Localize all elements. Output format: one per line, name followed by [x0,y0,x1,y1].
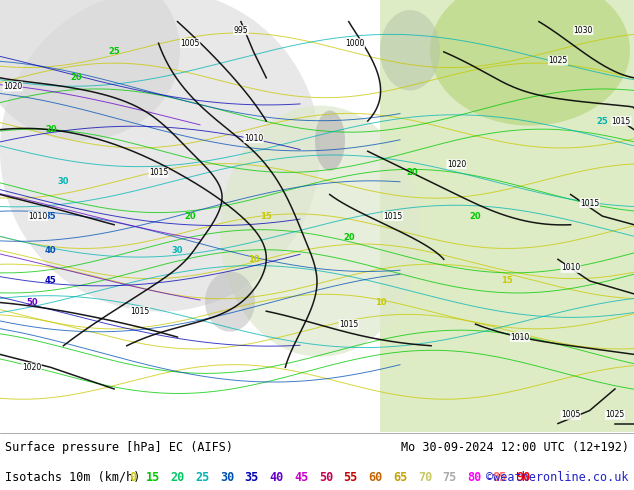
Text: 20: 20 [470,212,481,220]
Text: 90: 90 [517,471,531,484]
Text: 35: 35 [45,212,56,220]
Text: 40: 40 [45,246,56,255]
Text: 25: 25 [597,117,608,125]
Text: 1010: 1010 [29,212,48,220]
Text: Surface pressure [hPa] EC (AIFS): Surface pressure [hPa] EC (AIFS) [5,441,233,454]
Text: 20: 20 [406,169,418,177]
Text: 45: 45 [294,471,308,484]
Text: 25: 25 [108,48,120,56]
Text: 20: 20 [343,233,354,242]
Text: 45: 45 [45,276,56,285]
Text: 20: 20 [70,74,82,82]
Text: 1020: 1020 [447,160,466,169]
Ellipse shape [315,111,345,171]
Ellipse shape [380,10,440,91]
Text: 1005: 1005 [561,411,580,419]
Text: 10: 10 [248,255,259,264]
Text: 1030: 1030 [574,26,593,35]
Text: 1020: 1020 [3,82,22,91]
Bar [380,0,634,432]
Text: ©weatheronline.co.uk: ©weatheronline.co.uk [486,471,629,484]
Text: 1015: 1015 [580,198,599,208]
Text: 30: 30 [58,177,69,186]
Text: Isotachs 10m (km/h): Isotachs 10m (km/h) [5,471,141,484]
Text: 1015: 1015 [339,319,358,329]
Text: 50: 50 [26,298,37,307]
Text: 30: 30 [220,471,234,484]
Text: 15: 15 [501,276,513,285]
Ellipse shape [0,0,180,141]
Text: 20: 20 [45,125,56,134]
Text: Mo 30-09-2024 12:00 UTC (12+192): Mo 30-09-2024 12:00 UTC (12+192) [401,441,629,454]
Text: 1005: 1005 [181,39,200,48]
Text: 1010: 1010 [561,264,580,272]
Text: 75: 75 [443,471,456,484]
Text: 60: 60 [368,471,382,484]
Text: 1020: 1020 [22,363,41,372]
Text: 1025: 1025 [548,56,567,65]
Text: 1015: 1015 [612,117,631,125]
Text: 15: 15 [146,471,160,484]
Text: 80: 80 [467,471,481,484]
Text: 25: 25 [195,471,209,484]
Text: 70: 70 [418,471,432,484]
Ellipse shape [0,0,320,312]
Text: 85: 85 [492,471,506,484]
Text: 10: 10 [375,298,386,307]
Text: 1015: 1015 [149,169,168,177]
Text: 0: 0 [129,471,136,484]
Text: 1000: 1000 [346,39,365,48]
Text: 40: 40 [269,471,283,484]
Text: 50: 50 [319,471,333,484]
Text: 20: 20 [184,212,196,220]
Text: 995: 995 [233,26,249,35]
Text: 30: 30 [172,246,183,255]
Text: 20: 20 [171,471,184,484]
Text: 1025: 1025 [605,411,624,419]
Text: 1010: 1010 [244,134,263,143]
Text: 1010: 1010 [510,333,529,342]
Text: 55: 55 [344,471,358,484]
Text: 35: 35 [245,471,259,484]
Text: 1015: 1015 [384,212,403,220]
Text: 65: 65 [393,471,407,484]
Ellipse shape [205,271,255,332]
Text: 15: 15 [261,212,272,220]
Text: 1015: 1015 [130,307,149,316]
Ellipse shape [220,105,420,357]
Ellipse shape [430,0,630,125]
